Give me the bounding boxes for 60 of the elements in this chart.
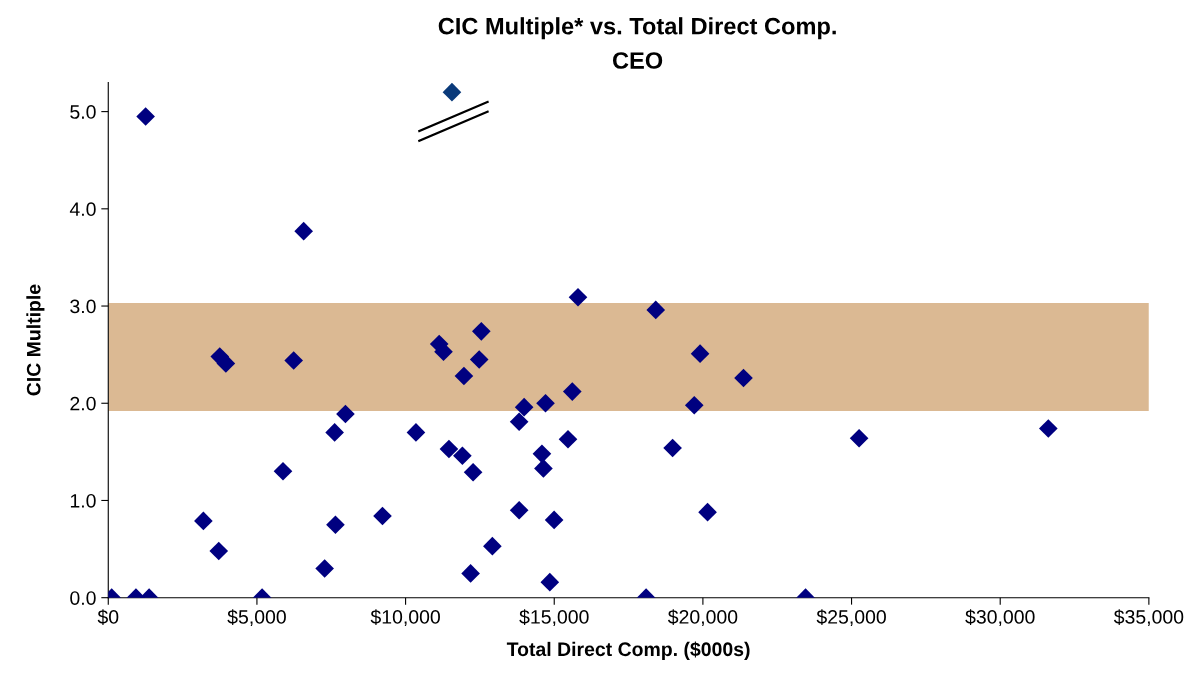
x-tick-label: $30,000 [965,609,1035,627]
y-tick-label: 4.0 [69,202,96,217]
point [373,506,392,526]
point [536,393,555,413]
point [216,354,236,373]
point [698,502,717,522]
point [453,446,472,466]
x-axis-title: Total Direct Comp. ($000s) [506,641,750,660]
point [534,459,553,478]
point [509,500,529,520]
point [315,559,334,578]
point [294,221,313,241]
point [483,536,502,556]
x-tick-label: $5,000 [227,609,286,627]
point [514,397,534,417]
y-tick-label: 2.0 [70,396,96,411]
point [325,423,344,442]
x-tick-label: $25,000 [816,609,886,627]
point [540,572,560,592]
x-tick-label: $20,000 [667,609,738,627]
point [326,515,345,535]
point [461,564,480,583]
point [442,82,462,102]
point [558,429,578,449]
point [684,395,704,415]
point [336,404,355,424]
point [471,322,491,341]
point [663,438,682,458]
point [439,439,459,459]
chart-subtitle: CEO [612,52,663,69]
point [509,412,529,432]
y-tick-label: 5.0 [70,105,96,119]
x-tick-label: $15,000 [519,609,589,627]
point [690,344,710,363]
point [273,461,293,481]
x-tick-label: $35,000 [1113,609,1184,627]
point [568,287,588,307]
point [209,541,229,561]
point [532,444,552,464]
chart-title: CIC Multiple* vs. Total Direct Comp. [438,17,836,40]
y-tick-label: 3.0 [70,299,96,314]
point [463,462,483,482]
y-tick-label: 0.0 [70,591,96,605]
point [1039,419,1058,438]
point [646,300,666,320]
point [469,350,489,369]
x-tick-label: $0 [97,609,119,625]
point [406,423,426,442]
point [734,368,753,388]
x-tick-label: $10,000 [370,609,440,627]
point [454,366,474,386]
point [544,510,564,530]
point [284,351,303,370]
point [194,511,213,531]
point [136,107,155,126]
y-axis-title: CIC Multiple [26,284,45,396]
y-tick-label: 1.0 [70,493,96,508]
point [562,382,582,401]
point [849,428,869,448]
point [434,342,453,362]
